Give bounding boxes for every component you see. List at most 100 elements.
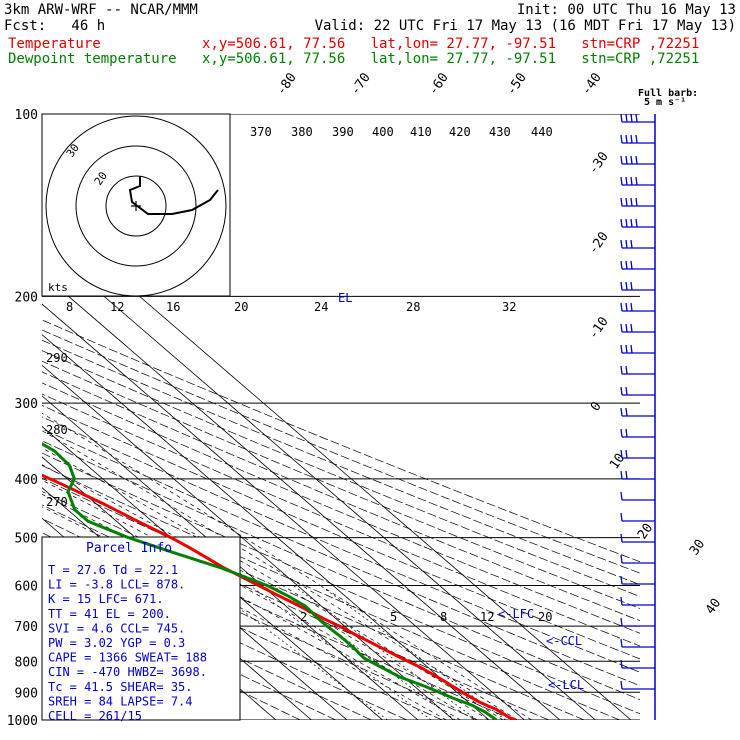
forecast-hour: Fcst: 46 h (4, 18, 106, 34)
mixing-ratio-label: 20 (538, 610, 552, 624)
wind-barb-flag (620, 365, 623, 375)
wind-barb-flag (635, 176, 638, 186)
moist-adiabat (42, 412, 532, 720)
wind-barb-flag (625, 428, 628, 438)
wind-barb-flag (620, 512, 623, 522)
pressure-label: 900 (15, 686, 38, 701)
dry-adiabat (42, 350, 640, 597)
wind-barb-flag (625, 386, 628, 396)
hodograph-units: kts (48, 281, 68, 294)
wind-barb-flag (620, 302, 623, 312)
wind-barb-flag (620, 155, 623, 165)
wind-barb-flag (620, 596, 623, 606)
pressure-label: 600 (15, 580, 38, 595)
wind-barb-flag (620, 260, 623, 270)
ccl-marker: <-CCL (546, 634, 582, 648)
model-title: 3km ARW-WRF -- NCAR/MMM (4, 2, 198, 18)
mixing-ratio-line (208, 585, 388, 720)
wind-barb-flag (625, 470, 628, 480)
mixing-ratio-label: 28 (406, 300, 420, 314)
wind-barb-flag (625, 281, 628, 291)
wind-barb-flag (620, 407, 623, 417)
mixing-ratio-line (249, 585, 432, 720)
temperature-label: -10 (586, 314, 612, 342)
theta-label: 280 (46, 423, 68, 437)
wind-barb-flag (620, 428, 623, 438)
mixing-ratio-label: 16 (166, 300, 180, 314)
parcel-info-row: SVI = 4.6 CCL= 745. (48, 621, 185, 635)
wind-barb-flag (620, 281, 623, 291)
wind-barb-flag (620, 533, 623, 543)
parcel-info-box (41, 536, 241, 721)
hodograph (45, 115, 227, 297)
theta-label: 420 (449, 125, 471, 139)
parcel-info-row: PW = 3.02 YGP = 0.3 (48, 636, 185, 650)
hodograph-ring (75, 145, 197, 267)
mixing-ratio-label: 12 (110, 300, 124, 314)
profile-layer (42, 442, 517, 720)
temperature-label: -40 (579, 70, 605, 98)
wind-barb-flag (625, 344, 628, 354)
wind-barb-flag (635, 134, 638, 144)
theta-label: 410 (410, 125, 432, 139)
parcel-info-row: LI = -3.8 LCL= 878. (48, 578, 185, 592)
wind-barb-flag (635, 113, 638, 123)
theta-label: 270 (46, 495, 68, 509)
mixing-ratio-label: 32 (502, 300, 516, 314)
parcel-info-row: CIN = -470 HWBZ= 3698. (48, 665, 207, 679)
wind-barb-flag (620, 344, 623, 354)
parcel-info-row: T = 27.6 Td = 22.1 (48, 563, 178, 577)
dewpoint-profile (42, 442, 498, 720)
pressure-label: 200 (15, 290, 38, 305)
legend-temperature: Temperature (8, 36, 101, 52)
wind-barb-flag (630, 344, 633, 354)
wind-barb-flag (620, 491, 623, 501)
wind-barb-flag (620, 218, 623, 228)
wind-barbs (620, 113, 656, 720)
wind-barb-flag (620, 176, 623, 186)
mixing-ratio-label: 5 (390, 610, 397, 624)
wind-barb-flag (625, 239, 628, 249)
legend-dewpoint-location: x,y=506.61, 77.56 lat,lon= 27.77, -97.51… (202, 51, 700, 67)
wind-barb-flag (625, 218, 628, 228)
wind-barb-flag (620, 680, 623, 690)
dry-adiabat (42, 477, 585, 720)
parcel-info-row: CELL = 261/15 (48, 709, 142, 723)
wind-barb-flag (625, 197, 628, 207)
hodograph-trace (128, 176, 219, 215)
parcel-info-row: K = 15 LFC= 671. (48, 592, 164, 606)
isotherm (42, 425, 383, 720)
wind-barb-flag (630, 113, 633, 123)
isotherm (42, 334, 490, 720)
dry-adiabat (42, 465, 620, 720)
isotherm (42, 242, 596, 720)
moist-adiabat (42, 493, 461, 720)
wind-barb-flag (620, 239, 623, 249)
temperature-label: -70 (348, 70, 374, 98)
temperature-label: 30 (687, 537, 708, 558)
wind-barb-flag (625, 176, 628, 186)
el-marker: EL (338, 291, 352, 305)
temperature-label: -20 (586, 229, 612, 257)
temperature-label: -60 (426, 70, 452, 98)
legend-temperature-location: x,y=506.61, 77.56 lat,lon= 27.77, -97.51… (202, 36, 700, 52)
mixing-ratio-label: 2 (300, 610, 307, 624)
temperature-label: 0 (588, 399, 605, 414)
wind-barb-flag (635, 155, 638, 165)
wind-barb-flag (620, 134, 623, 144)
wind-barb-flag (630, 155, 633, 165)
wind-barb-flag (630, 197, 633, 207)
pressure-label: 300 (15, 397, 38, 412)
pressure-label: 800 (15, 655, 38, 670)
lfc-marker: <-LFC (498, 607, 534, 621)
wind-barb-flag (630, 134, 633, 144)
dry-adiabat (42, 382, 640, 634)
parcel-info-row: CAPE = 1366 SWEAT= 188 (48, 651, 207, 665)
wind-barb-flag (630, 218, 633, 228)
dry-adiabat (42, 428, 640, 687)
valid-time: Valid: 22 UTC Fri 17 May 13 (16 MDT Fri … (314, 18, 736, 34)
wind-barb-flag (620, 617, 623, 627)
mixing-ratio-label: 12 (480, 610, 494, 624)
